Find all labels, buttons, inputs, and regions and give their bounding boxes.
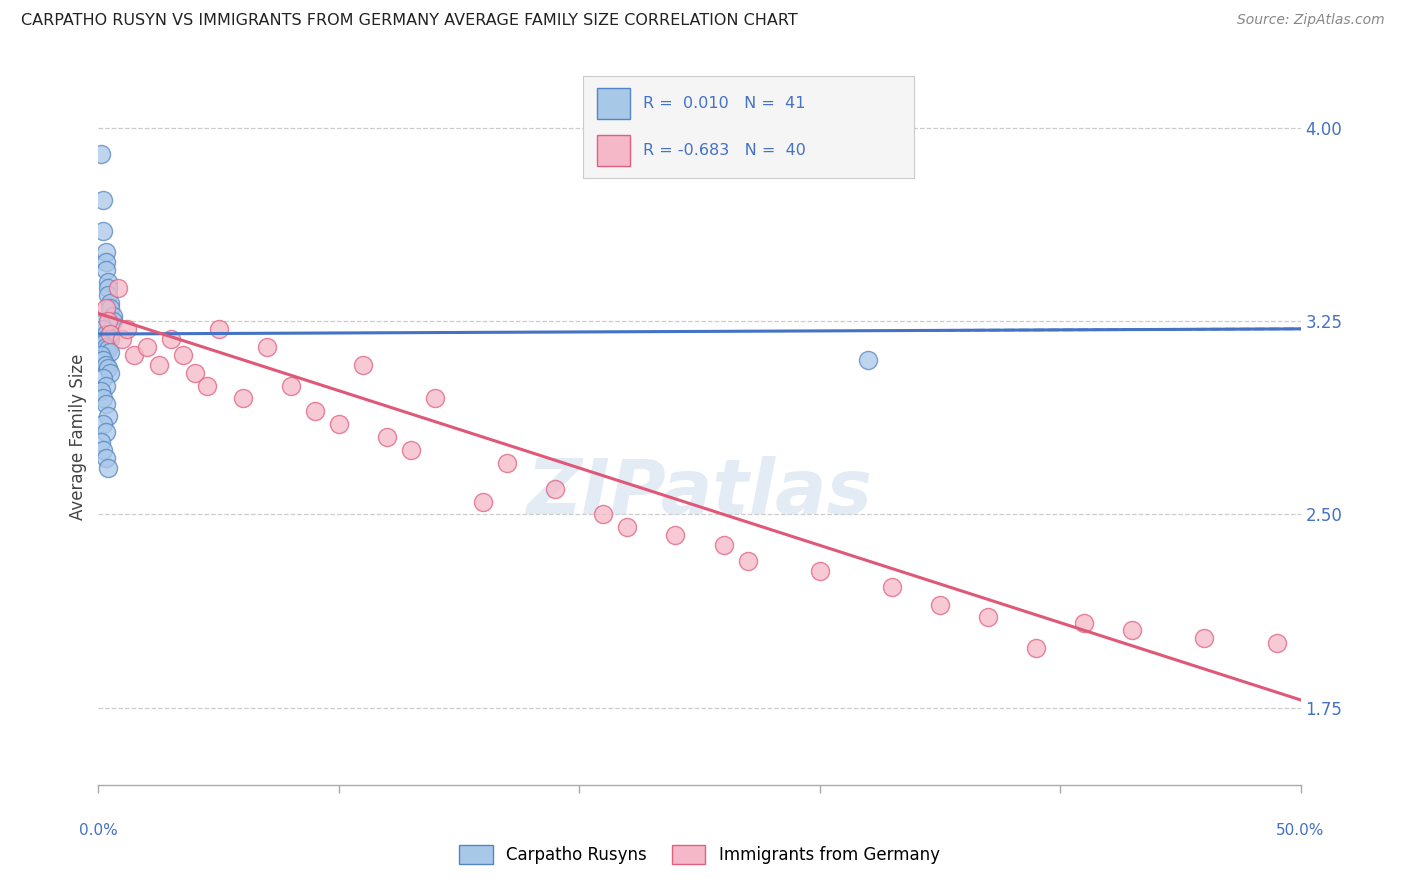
Point	[97, 280, 120, 294]
Point	[183, 366, 205, 380]
Point	[94, 450, 117, 465]
Point	[304, 404, 326, 418]
Point	[1073, 615, 1095, 630]
FancyBboxPatch shape	[596, 88, 630, 119]
Point	[101, 309, 124, 323]
Point	[808, 564, 831, 578]
Point	[172, 348, 194, 362]
Point	[148, 358, 170, 372]
Point	[856, 352, 879, 367]
Point	[90, 348, 112, 362]
Point	[664, 528, 686, 542]
Point	[94, 358, 117, 372]
Point	[111, 332, 134, 346]
Point	[91, 371, 114, 385]
Point	[91, 322, 114, 336]
Point	[713, 538, 735, 552]
Point	[91, 417, 114, 432]
Text: R = -0.683   N =  40: R = -0.683 N = 40	[643, 144, 806, 158]
Point	[616, 520, 638, 534]
Point	[94, 396, 117, 410]
Point	[124, 348, 146, 362]
Point	[97, 276, 120, 290]
Point	[90, 334, 112, 349]
Point	[208, 322, 231, 336]
Text: CARPATHO RUSYN VS IMMIGRANTS FROM GERMANY AVERAGE FAMILY SIZE CORRELATION CHART: CARPATHO RUSYN VS IMMIGRANTS FROM GERMAN…	[21, 13, 797, 29]
Point	[97, 461, 120, 475]
FancyBboxPatch shape	[596, 136, 630, 166]
Point	[100, 296, 122, 310]
Point	[91, 392, 114, 406]
Point	[117, 322, 139, 336]
Point	[1025, 641, 1047, 656]
Point	[94, 301, 117, 316]
Point	[1121, 624, 1143, 638]
Point	[977, 610, 1000, 624]
Point	[91, 442, 114, 457]
Point	[928, 598, 950, 612]
Point	[91, 337, 114, 351]
Y-axis label: Average Family Size: Average Family Size	[69, 354, 87, 520]
Point	[496, 456, 519, 470]
Point	[94, 340, 117, 354]
Point	[423, 392, 446, 406]
Point	[90, 435, 112, 450]
Point	[94, 262, 117, 277]
Point	[472, 494, 495, 508]
Point	[91, 352, 114, 367]
Point	[94, 425, 117, 439]
Point	[159, 332, 181, 346]
Text: ZIPatlas: ZIPatlas	[526, 456, 873, 530]
Point	[90, 317, 112, 331]
Point	[880, 580, 903, 594]
Point	[97, 314, 120, 328]
Point	[256, 340, 278, 354]
Point	[375, 430, 398, 444]
Point	[100, 345, 122, 359]
Point	[399, 442, 422, 457]
Text: 0.0%: 0.0%	[79, 823, 118, 838]
Point	[100, 301, 122, 316]
Point	[352, 358, 374, 372]
Text: Source: ZipAtlas.com: Source: ZipAtlas.com	[1237, 13, 1385, 28]
Point	[91, 224, 114, 238]
Point	[100, 326, 122, 341]
Text: R =  0.010   N =  41: R = 0.010 N = 41	[643, 96, 806, 111]
Point	[94, 244, 117, 259]
Point	[97, 360, 120, 375]
Point	[97, 329, 120, 343]
Point	[94, 378, 117, 392]
Point	[100, 332, 122, 346]
Point	[90, 146, 112, 161]
Point	[107, 280, 129, 294]
Point	[90, 384, 112, 398]
Point	[544, 482, 567, 496]
Point	[135, 340, 157, 354]
Point	[195, 378, 218, 392]
Point	[97, 288, 120, 302]
Point	[232, 392, 254, 406]
Point	[94, 255, 117, 269]
Legend: Carpatho Rusyns, Immigrants from Germany: Carpatho Rusyns, Immigrants from Germany	[453, 838, 946, 871]
Point	[91, 193, 114, 207]
Point	[280, 378, 302, 392]
Point	[592, 508, 614, 522]
Point	[1194, 631, 1216, 645]
Point	[328, 417, 350, 432]
Point	[97, 343, 120, 357]
Point	[1265, 636, 1288, 650]
Point	[100, 366, 122, 380]
Point	[94, 326, 117, 341]
Point	[737, 554, 759, 568]
Point	[101, 314, 124, 328]
Text: 50.0%: 50.0%	[1277, 823, 1324, 838]
Point	[97, 409, 120, 424]
